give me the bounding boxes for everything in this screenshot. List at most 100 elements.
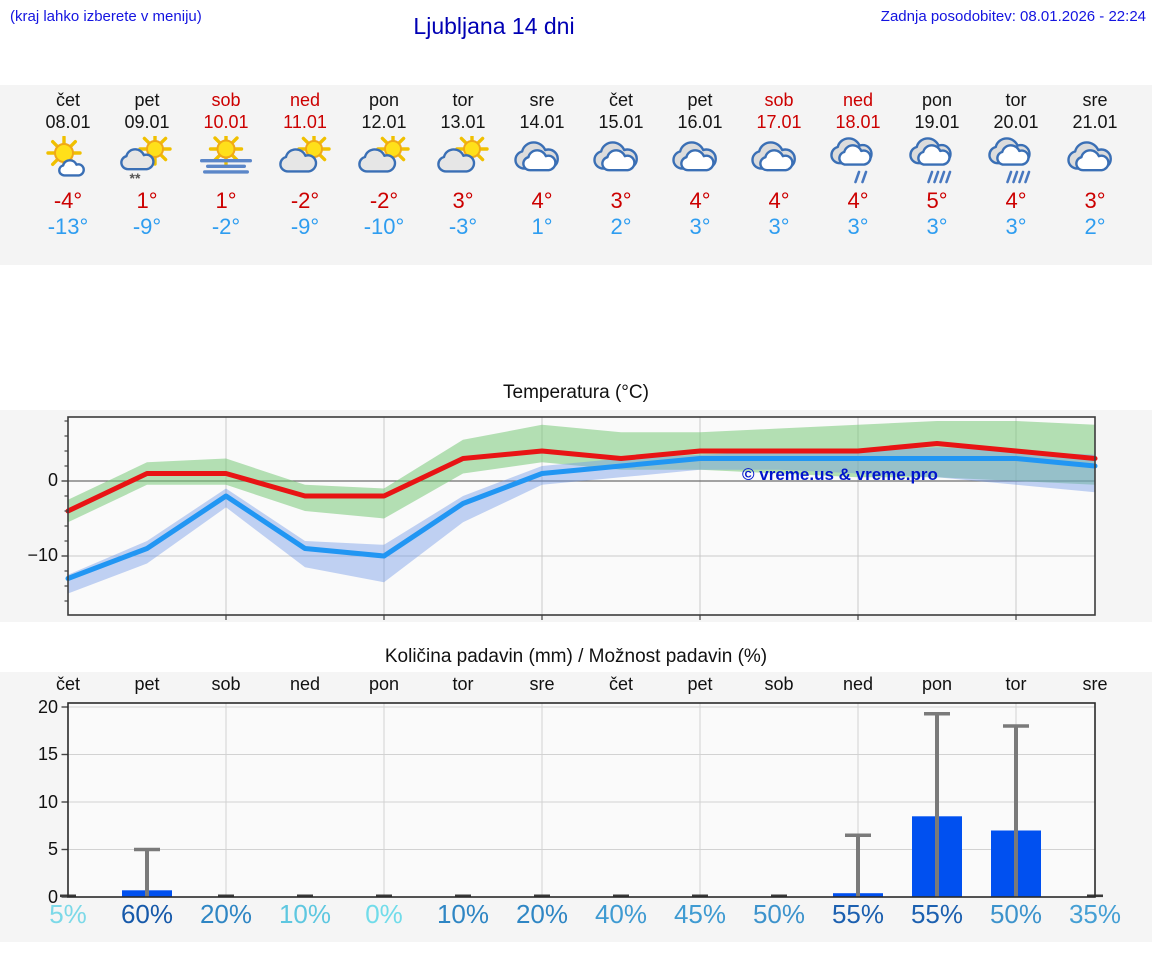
precip-day-label: pet	[134, 674, 160, 694]
high-temperature: 4°	[531, 188, 553, 213]
sun-fog-icon	[196, 131, 256, 186]
high-temperature: 1°	[215, 188, 237, 213]
high-temperature: 4°	[847, 188, 869, 213]
temperature-chart-title: Temperatura (°C)	[503, 382, 649, 403]
cloud-sun-icon	[275, 132, 335, 186]
forecast-day-column: sre 14.01 4° 1°	[503, 89, 582, 240]
watermark-link: © vreme.us & vreme.pro	[742, 465, 938, 484]
precip-ytick-20: 20	[37, 697, 58, 717]
sun-cloud-icon	[38, 135, 98, 186]
high-temperature: 3°	[1084, 188, 1106, 213]
precip-probability-label: 20%	[199, 899, 253, 929]
day-date: 20.01	[993, 112, 1039, 132]
precip-ytick-15: 15	[37, 744, 58, 764]
low-temperature: 3°	[847, 214, 869, 239]
cloud-sun-icon	[433, 132, 493, 186]
precip-probability-label: 50%	[752, 899, 806, 929]
cloud-sun-icon	[354, 132, 414, 186]
high-temperature: -4°	[53, 188, 83, 213]
cloud-rain-light-icon	[828, 136, 888, 186]
cloudy-icon	[1065, 136, 1125, 186]
forecast-day-column: čet 15.01 3° 2°	[582, 89, 661, 240]
high-temperature: -2°	[290, 188, 320, 213]
day-name: pon	[921, 90, 953, 110]
precip-probability-label: 40%	[594, 899, 648, 929]
precip-day-label: tor	[452, 674, 474, 694]
day-date: 21.01	[1072, 112, 1118, 132]
precip-probability-label: 5%	[49, 899, 87, 929]
forecast-day-column: sre 21.01 3° 2°	[1056, 89, 1135, 240]
cloudy-icon	[591, 136, 651, 186]
high-temperature: 3°	[452, 188, 474, 213]
high-temperature: 5°	[926, 188, 948, 213]
high-temperature: 1°	[136, 188, 158, 213]
precip-probability-label: 55%	[910, 899, 964, 929]
day-name: sob	[764, 90, 794, 110]
forecast-day-column: sob 17.01 4° 3°	[740, 89, 819, 240]
precip-day-label: sob	[211, 674, 241, 694]
day-date: 10.01	[203, 112, 249, 132]
day-name: čet	[55, 90, 80, 110]
low-temperature: 2°	[1084, 214, 1106, 239]
day-date: 17.01	[756, 112, 802, 132]
precip-probability-label: 0%	[365, 899, 403, 929]
forecast-day-column: ned 18.01 4° 3°	[819, 89, 898, 240]
day-date: 18.01	[835, 112, 881, 132]
svg-text:**: **	[130, 170, 141, 186]
high-temperature: 3°	[610, 188, 632, 213]
precip-day-label: čet	[55, 674, 80, 694]
cloud-rain-icon	[907, 136, 967, 186]
precip-probability-label: 60%	[120, 899, 174, 929]
day-date: 08.01	[45, 112, 91, 132]
cloudy-icon	[512, 136, 572, 186]
forecast-day-column: ned 11.01 -2° -9°	[266, 89, 345, 240]
precip-probability-label: 35%	[1068, 899, 1122, 929]
low-temperature: -10°	[363, 214, 405, 239]
day-name: tor	[452, 90, 474, 110]
day-name: pet	[134, 90, 160, 110]
precip-probability-label: 10%	[436, 899, 490, 929]
precip-ytick-0: 0	[47, 887, 58, 907]
forecast-day-column: pet 09.01 ** 1° -9°	[108, 89, 187, 240]
day-date: 15.01	[598, 112, 644, 132]
day-name: ned	[842, 90, 874, 110]
day-name: čet	[608, 90, 633, 110]
precip-day-label: čet	[608, 674, 633, 694]
day-date: 19.01	[914, 112, 960, 132]
temperature-chart	[61, 416, 1098, 620]
forecast-day-column: pon 12.01 -2° -10°	[345, 89, 424, 240]
low-temperature: 1°	[531, 214, 553, 239]
sun-cloud-snow-icon: **	[117, 132, 177, 186]
forecast-day-column: pet 16.01 4° 3°	[661, 89, 740, 240]
precip-day-label: ned	[842, 674, 874, 694]
temp-ytick-0: 0	[47, 470, 58, 490]
precip-day-label: tor	[1005, 674, 1027, 694]
precip-probability-label: 45%	[673, 899, 727, 929]
forecast-day-column: tor 13.01 3° -3°	[424, 89, 503, 240]
cloudy-icon	[670, 136, 730, 186]
precip-day-label: sre	[529, 674, 555, 694]
high-temperature: 4°	[1005, 188, 1027, 213]
high-temperature: 4°	[768, 188, 790, 213]
precip-day-label: pon	[921, 674, 953, 694]
precip-probability-label: 50%	[989, 899, 1043, 929]
low-temperature: 2°	[610, 214, 632, 239]
temp-ytick-minus10: −10	[27, 545, 58, 565]
forecast-day-column: tor 20.01 4° 3°	[977, 89, 1056, 240]
cloud-rain-icon	[986, 136, 1046, 186]
day-name: pet	[687, 90, 713, 110]
cloudy-icon	[749, 136, 809, 186]
low-temperature: -2°	[211, 214, 241, 239]
low-temperature: 3°	[689, 214, 711, 239]
page-title: Ljubljana 14 dni	[413, 13, 575, 39]
low-temperature: -9°	[132, 214, 162, 239]
last-update-label: Zadnja posodobitev: 08.01.2026 - 22:24	[880, 8, 1146, 25]
day-date: 13.01	[440, 112, 486, 132]
low-temperature: -13°	[47, 214, 89, 239]
high-temperature: 4°	[689, 188, 711, 213]
high-temperature: -2°	[369, 188, 399, 213]
low-temperature: -9°	[290, 214, 320, 239]
precip-day-label: sre	[1082, 674, 1108, 694]
day-name: tor	[1005, 90, 1027, 110]
